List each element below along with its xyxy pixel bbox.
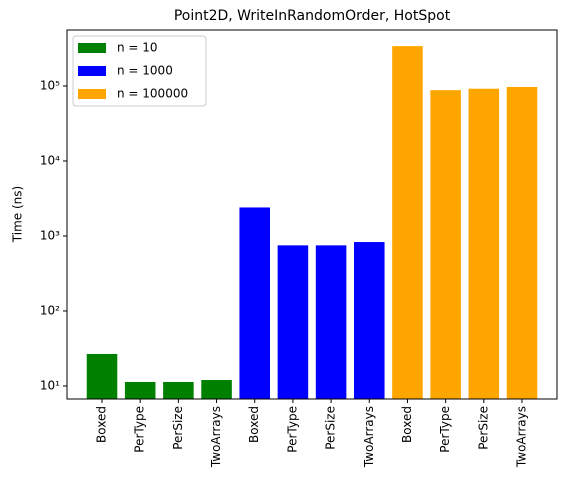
bar: [353, 242, 385, 399]
legend-swatch: [78, 66, 106, 76]
bar: [277, 245, 309, 399]
y-tick-label: 10⁴: [40, 153, 60, 167]
bar: [163, 381, 194, 399]
bar: [124, 381, 156, 399]
x-tick-label: TwoArrays: [514, 406, 528, 468]
bar: [430, 90, 461, 399]
bar: [392, 46, 423, 399]
x-tick-label: TwoArrays: [209, 406, 223, 468]
legend-swatch: [78, 89, 106, 99]
bar: [86, 353, 118, 399]
bar: [201, 380, 232, 399]
legend-frame: [72, 35, 207, 107]
x-tick-label: TwoArrays: [362, 406, 376, 468]
x-tick-label: PerType: [438, 406, 452, 453]
x-tick-label: Boxed: [247, 406, 261, 443]
x-tick-label: PerType: [133, 406, 147, 453]
legend: n = 10 n = 1000 n = 100000: [72, 35, 207, 107]
x-tick-label: PerType: [285, 406, 299, 453]
y-tick-label: 10³: [40, 228, 60, 242]
y-axis-label: Time (ns): [11, 186, 25, 243]
bar: [468, 88, 500, 400]
legend-label: n = 10: [117, 41, 158, 55]
legend-label: n = 100000: [117, 87, 188, 101]
plot-frame: [66, 29, 558, 400]
y-tick-label: 10²: [40, 303, 60, 317]
bar: [239, 207, 271, 399]
y-tick-label: 10⁵: [40, 78, 60, 92]
y-tick-label: 10¹: [40, 378, 60, 392]
x-tick-label: PerSize: [476, 406, 490, 450]
x-tick-label: Boxed: [95, 406, 109, 443]
legend-swatch: [78, 43, 106, 53]
x-tick-label: PerSize: [324, 406, 338, 450]
bar: [315, 245, 347, 399]
x-tick-label: Boxed: [400, 406, 414, 443]
legend-label: n = 1000: [117, 64, 173, 78]
bar: [506, 86, 538, 399]
chart-title: Point2D, WriteInRandomOrder, HotSpot: [174, 8, 451, 24]
x-tick-label: PerSize: [171, 406, 185, 450]
